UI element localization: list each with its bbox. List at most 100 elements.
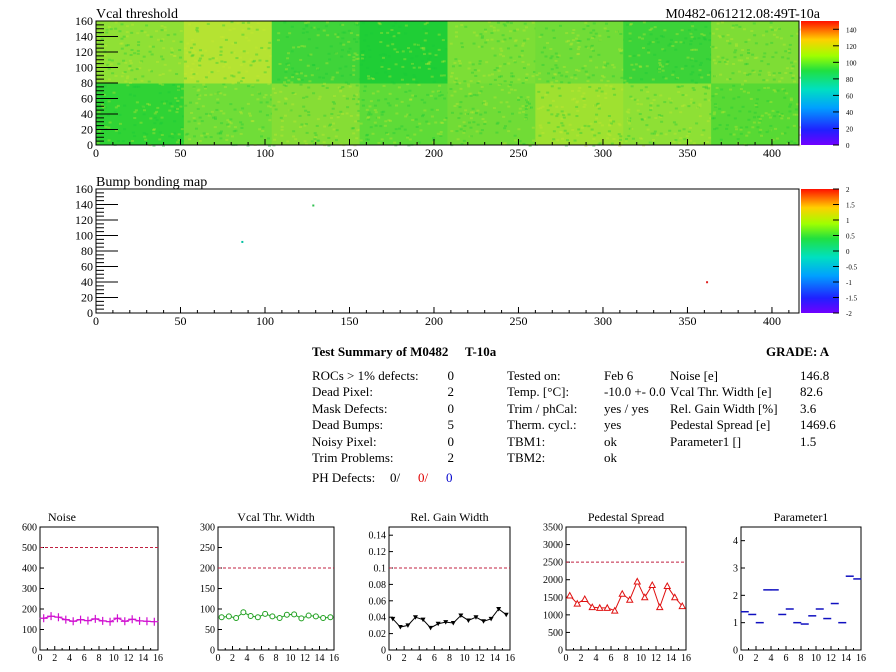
y-tick-label: 0	[87, 138, 93, 152]
mini-data-point	[312, 613, 319, 620]
summary-row-label: Dead Bumps:	[312, 417, 384, 433]
mini-data-point	[142, 617, 151, 626]
summary-row-value: 146.8	[800, 368, 830, 383]
y-tick-label: 60	[81, 260, 93, 274]
mini-data-point	[218, 614, 225, 621]
mini-data-point	[61, 615, 70, 624]
mini-data-point	[262, 610, 269, 617]
mini-data-point	[106, 617, 115, 626]
mini-data-point	[450, 620, 456, 626]
module-id-label: M0482-061212.08:49T-10a	[665, 7, 820, 22]
ph-defect-count: 0/	[418, 470, 429, 485]
mini-data-point	[283, 611, 290, 618]
mini-x-tick: 8	[624, 653, 629, 664]
mini-chart-frame	[740, 526, 862, 651]
mini-y-tick: 3	[733, 564, 738, 575]
mini-data-point	[135, 616, 144, 625]
x-tick-label: 200	[425, 146, 443, 160]
mini-y-tick: 0	[381, 646, 386, 657]
x-tick-label: 350	[678, 146, 696, 160]
mini-x-tick: 12	[651, 653, 661, 664]
roc-chart-2: Rel. Gain Width 0 0.02 0.04 0.06 0.08 0.1 0.12 0…	[369, 510, 516, 664]
ph-defect-count: 0	[446, 470, 453, 485]
x-tick-label: 0	[93, 314, 99, 328]
mini-data-point	[305, 612, 312, 619]
mini-data-point	[120, 617, 129, 626]
summary-row-label: Parameter1 []	[670, 433, 742, 449]
mini-data-point	[481, 619, 487, 624]
mini-x-tick: 10	[811, 653, 821, 664]
summary-row-label: Therm. cycl.:	[507, 417, 577, 433]
mini-data-point	[625, 595, 634, 603]
roc-chart-3: Pedestal Spread 0 500 1000 1500 2000 2500 3000 3…	[543, 510, 691, 664]
mini-data-point	[496, 607, 502, 612]
mini-x-tick: 2	[579, 653, 584, 664]
summary-row-label: Noisy Pixel:	[312, 433, 377, 449]
x-tick-label: 400	[763, 146, 781, 160]
mini-x-tick: 4	[67, 653, 72, 664]
mini-data-point	[588, 603, 597, 611]
mini-x-tick: 10	[460, 653, 470, 664]
x-tick-label: 100	[256, 146, 274, 160]
mini-data-point	[573, 599, 582, 607]
mini-x-tick: 6	[82, 653, 87, 664]
mini-data-point	[595, 603, 604, 611]
summary-row-label: TBM2:	[507, 450, 546, 465]
mini-x-tick: 16	[856, 653, 866, 664]
y-tick-label: 100	[75, 61, 93, 75]
mini-y-tick: 1	[733, 618, 738, 629]
summary-row-label: Trim / phCal:	[507, 400, 578, 416]
vcal-band	[623, 21, 712, 84]
mini-data-point	[269, 613, 276, 620]
mini-y-tick: 100	[22, 625, 37, 636]
bump-bonding-map	[241, 204, 709, 284]
mini-x-tick: 0	[739, 653, 744, 664]
vcal-band	[711, 83, 800, 146]
mini-data-point	[610, 606, 619, 614]
mini-y-tick: 0.08	[369, 580, 387, 591]
mini-data-point	[150, 617, 159, 626]
vcal-scale-tick: 60	[846, 92, 854, 100]
summary-row-value: 0	[447, 368, 455, 383]
vcal-scale-tick: 140	[846, 26, 857, 34]
mini-y-tick: 0	[32, 646, 37, 657]
mini-y-tick: 3500	[543, 523, 563, 534]
mini-data-point	[320, 615, 327, 622]
x-tick-label: 150	[340, 146, 358, 160]
vcal-band	[447, 21, 536, 84]
summary-row-label: ROCs > 1% defects:	[312, 368, 419, 383]
mini-x-tick: 2	[754, 653, 759, 664]
mini-chart-title: Pedestal Spread	[588, 510, 664, 524]
summary-row-label: Mask Defects:	[312, 400, 388, 416]
summary-row-label: Noise [e]	[670, 368, 719, 383]
summary-row-value: 1469.6	[800, 417, 836, 433]
bump-scale-tick: -1.5	[846, 295, 858, 303]
mini-y-tick: 1500	[543, 593, 563, 604]
summary-row-value: 0	[447, 400, 455, 416]
mini-x-tick: 8	[97, 653, 102, 664]
vcal-scale-tick: 100	[846, 59, 857, 67]
mini-data-point	[298, 615, 305, 622]
y-tick-label: 80	[81, 244, 93, 258]
mini-x-tick: 12	[300, 653, 310, 664]
mini-x-tick: 6	[784, 653, 789, 664]
summary-row-label: Dead Pixel:	[312, 384, 374, 400]
mini-x-tick: 14	[315, 653, 325, 664]
bump-scale-tick: 1	[846, 217, 850, 225]
summary-row-value: 2	[447, 450, 455, 465]
mini-x-tick: 0	[387, 653, 392, 664]
x-tick-label: 250	[509, 146, 527, 160]
mini-data-point	[291, 611, 298, 618]
mini-data-point	[412, 615, 418, 620]
mini-y-tick: 0	[733, 646, 738, 657]
mini-x-tick: 14	[666, 653, 676, 664]
vcal-band	[359, 83, 448, 146]
mini-y-tick: 2000	[543, 575, 563, 586]
mini-series-line	[392, 608, 507, 629]
mini-data-point	[670, 593, 679, 601]
mini-x-tick: 4	[769, 653, 774, 664]
x-tick-label: 200	[425, 314, 443, 328]
mini-y-tick: 600	[22, 523, 37, 534]
